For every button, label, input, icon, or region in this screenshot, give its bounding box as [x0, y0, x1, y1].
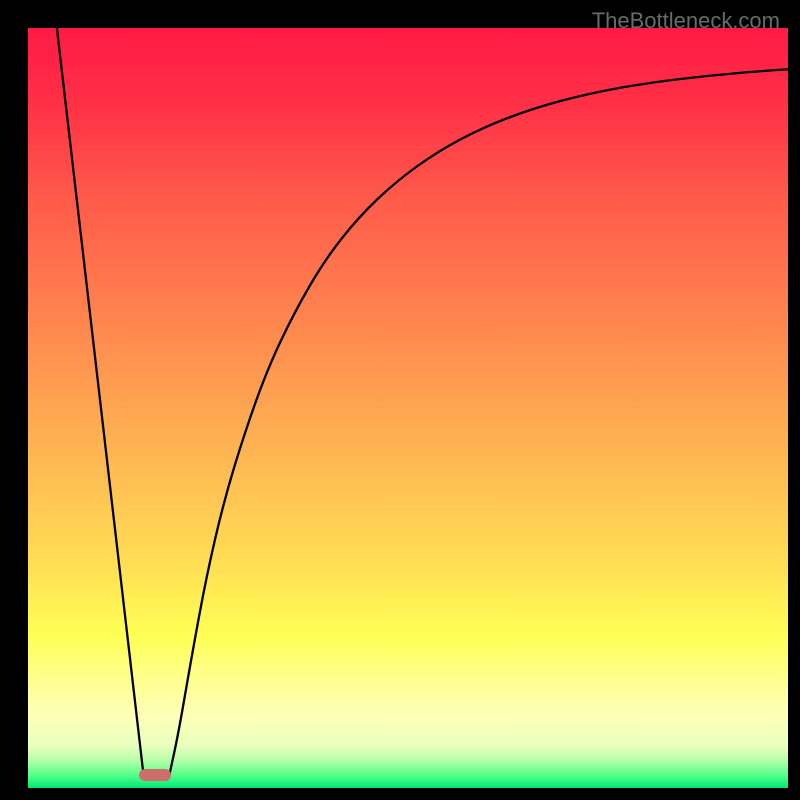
optimal-point-marker: [139, 769, 171, 781]
bottleneck-curve: [28, 28, 788, 778]
plot-area: [28, 28, 788, 778]
watermark-text: TheBottleneck.com: [592, 8, 780, 34]
